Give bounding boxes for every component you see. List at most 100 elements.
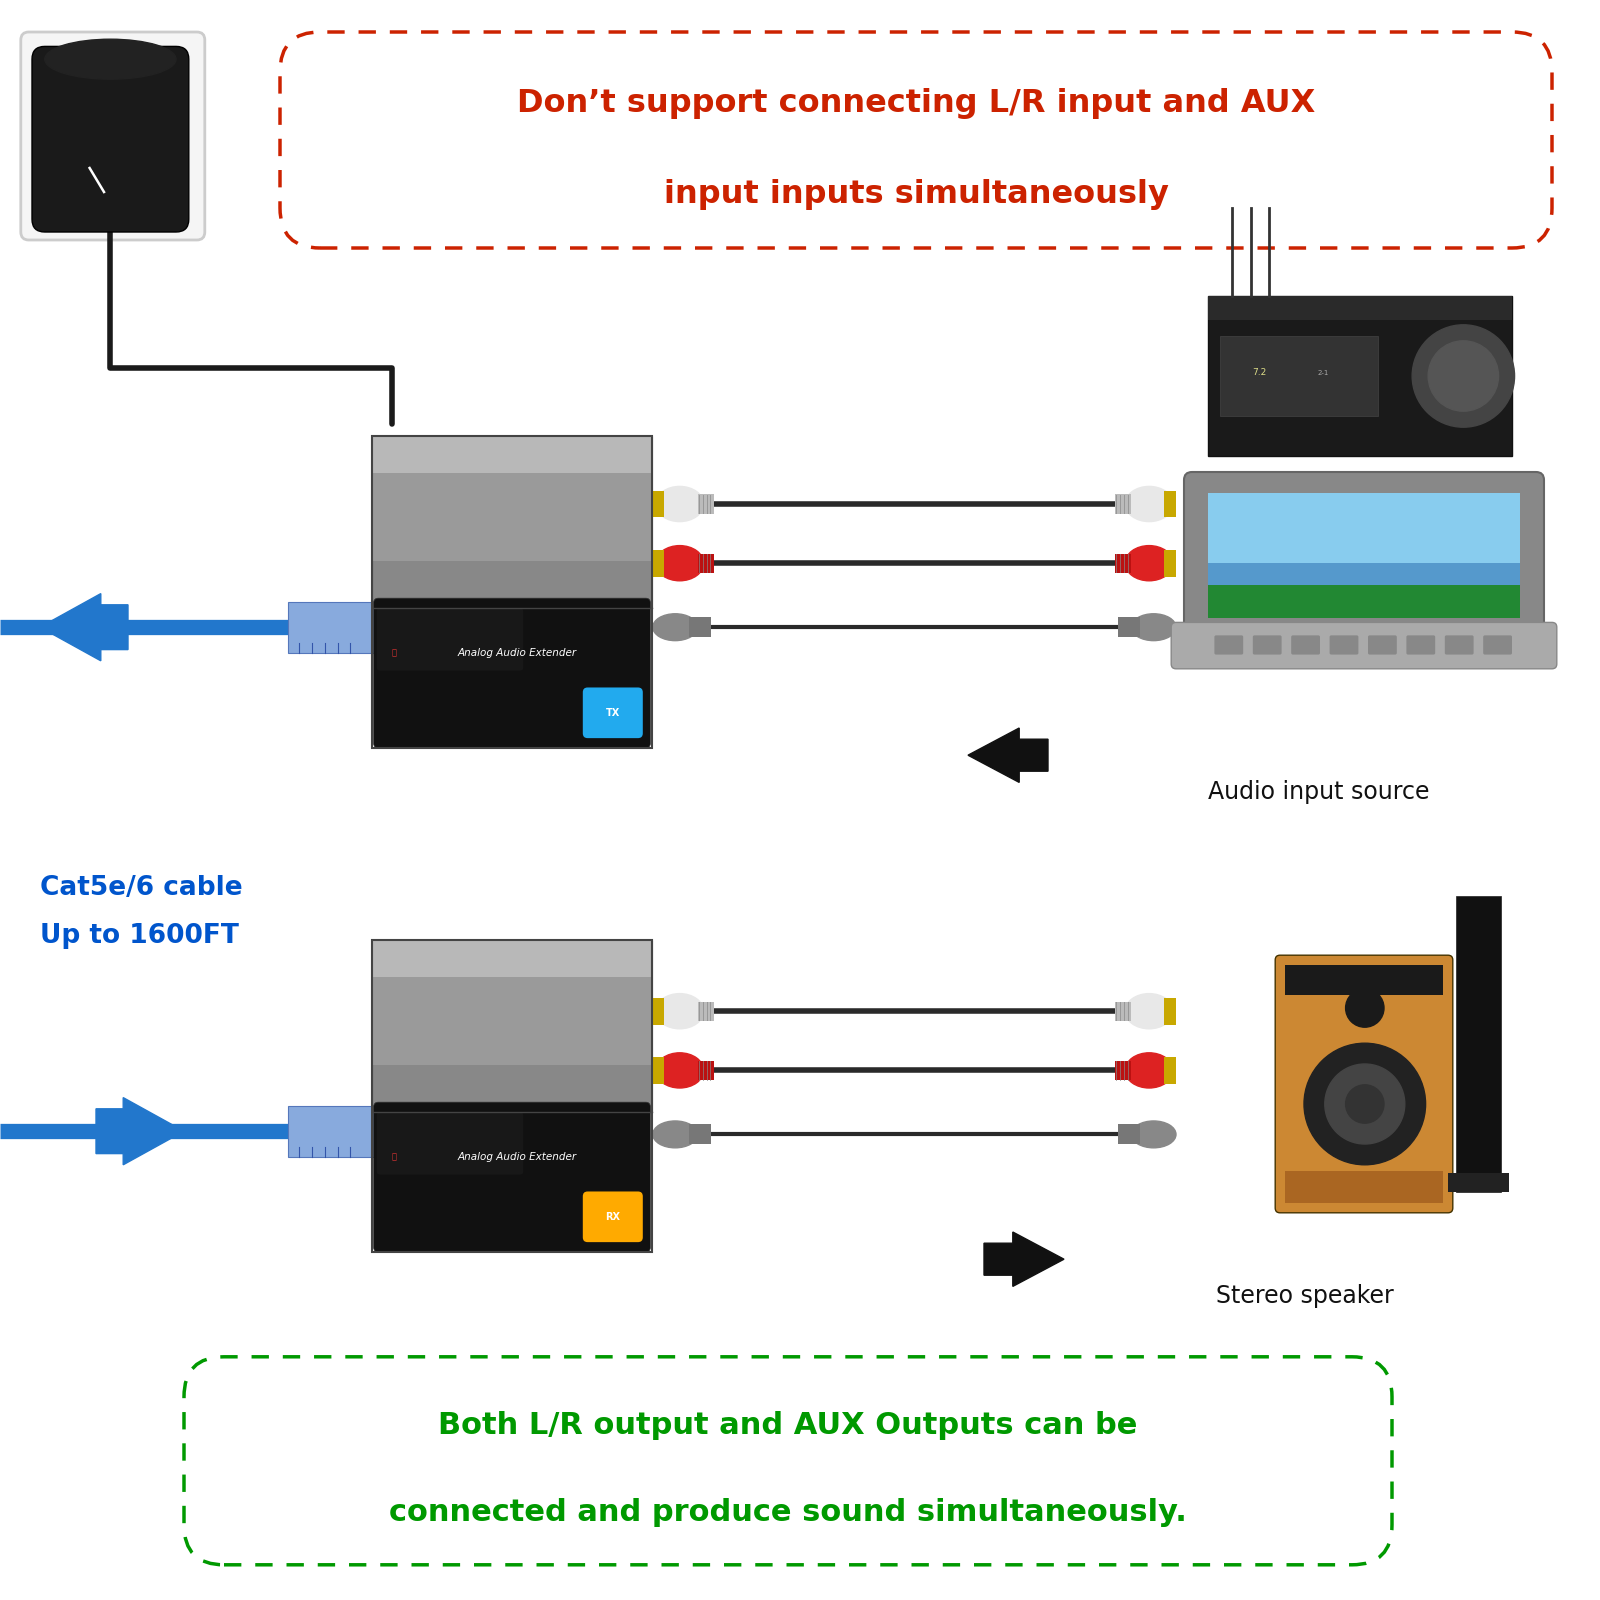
FancyBboxPatch shape <box>1253 595 1282 614</box>
FancyBboxPatch shape <box>653 998 664 1024</box>
Text: Both L/R output and AUX Outputs can be: Both L/R output and AUX Outputs can be <box>438 1411 1138 1440</box>
FancyBboxPatch shape <box>1445 595 1474 614</box>
FancyBboxPatch shape <box>688 1125 710 1144</box>
Ellipse shape <box>656 1053 704 1088</box>
FancyBboxPatch shape <box>1368 635 1397 654</box>
Circle shape <box>1429 341 1499 411</box>
FancyBboxPatch shape <box>582 688 643 738</box>
FancyBboxPatch shape <box>371 435 653 560</box>
FancyBboxPatch shape <box>378 608 523 670</box>
FancyBboxPatch shape <box>1184 472 1544 638</box>
FancyBboxPatch shape <box>184 1357 1392 1565</box>
FancyBboxPatch shape <box>371 939 653 978</box>
FancyBboxPatch shape <box>374 598 650 749</box>
Circle shape <box>1346 1085 1384 1123</box>
FancyBboxPatch shape <box>371 435 653 608</box>
FancyBboxPatch shape <box>698 1002 714 1021</box>
FancyBboxPatch shape <box>288 602 376 653</box>
FancyBboxPatch shape <box>1115 1002 1131 1021</box>
Ellipse shape <box>1131 1122 1176 1147</box>
FancyBboxPatch shape <box>21 32 205 240</box>
FancyBboxPatch shape <box>1285 965 1443 995</box>
FancyBboxPatch shape <box>288 1106 376 1157</box>
FancyBboxPatch shape <box>1456 896 1501 1192</box>
FancyBboxPatch shape <box>374 1102 650 1251</box>
FancyBboxPatch shape <box>1208 493 1520 618</box>
FancyBboxPatch shape <box>1165 998 1176 1024</box>
FancyBboxPatch shape <box>32 46 189 232</box>
Ellipse shape <box>1125 994 1173 1029</box>
Text: TX: TX <box>606 707 619 718</box>
Ellipse shape <box>1125 546 1173 581</box>
FancyBboxPatch shape <box>698 1061 714 1080</box>
FancyBboxPatch shape <box>1165 1058 1176 1083</box>
Text: connected and produce sound simultaneously.: connected and produce sound simultaneous… <box>389 1498 1187 1528</box>
FancyBboxPatch shape <box>1165 491 1176 517</box>
FancyBboxPatch shape <box>1208 296 1512 456</box>
FancyBboxPatch shape <box>1253 635 1282 654</box>
FancyBboxPatch shape <box>582 1192 643 1242</box>
Ellipse shape <box>656 546 704 581</box>
FancyBboxPatch shape <box>653 550 664 576</box>
Circle shape <box>1346 989 1384 1027</box>
Text: Don’t support connecting L/R input and AUX: Don’t support connecting L/R input and A… <box>517 88 1315 118</box>
Ellipse shape <box>1125 486 1173 522</box>
FancyBboxPatch shape <box>698 494 714 514</box>
Ellipse shape <box>653 1122 698 1147</box>
FancyBboxPatch shape <box>653 491 664 517</box>
Text: ⏻: ⏻ <box>392 1152 397 1162</box>
FancyBboxPatch shape <box>1165 550 1176 576</box>
Text: Analog Audio Extender: Analog Audio Extender <box>458 1152 578 1162</box>
FancyBboxPatch shape <box>371 939 653 1066</box>
FancyBboxPatch shape <box>1368 595 1397 614</box>
Text: 7.2: 7.2 <box>1253 368 1267 378</box>
FancyBboxPatch shape <box>1406 635 1435 654</box>
Text: Analog Audio Extender: Analog Audio Extender <box>458 648 578 658</box>
Circle shape <box>1413 325 1515 427</box>
FancyBboxPatch shape <box>1115 1061 1131 1080</box>
FancyBboxPatch shape <box>1115 554 1131 573</box>
FancyBboxPatch shape <box>653 1058 664 1083</box>
FancyBboxPatch shape <box>280 32 1552 248</box>
FancyBboxPatch shape <box>371 437 653 474</box>
FancyBboxPatch shape <box>1448 1173 1509 1192</box>
FancyBboxPatch shape <box>688 618 710 637</box>
FancyBboxPatch shape <box>1406 595 1435 614</box>
FancyBboxPatch shape <box>698 554 714 573</box>
FancyBboxPatch shape <box>1291 595 1320 614</box>
FancyBboxPatch shape <box>1483 595 1512 614</box>
FancyBboxPatch shape <box>1208 586 1520 618</box>
FancyBboxPatch shape <box>1208 296 1512 320</box>
Ellipse shape <box>45 38 176 78</box>
FancyBboxPatch shape <box>1285 1171 1443 1203</box>
FancyBboxPatch shape <box>1445 635 1474 654</box>
Ellipse shape <box>653 614 698 640</box>
FancyBboxPatch shape <box>1330 595 1358 614</box>
Ellipse shape <box>1131 614 1176 640</box>
Ellipse shape <box>656 486 704 522</box>
Text: Audio input source: Audio input source <box>1208 781 1429 803</box>
FancyBboxPatch shape <box>1115 494 1131 514</box>
Text: input inputs simultaneously: input inputs simultaneously <box>664 179 1168 210</box>
FancyBboxPatch shape <box>1275 955 1453 1213</box>
FancyBboxPatch shape <box>378 1112 523 1174</box>
Text: Stereo speaker: Stereo speaker <box>1216 1283 1394 1309</box>
FancyBboxPatch shape <box>1208 493 1520 563</box>
FancyBboxPatch shape <box>1291 635 1320 654</box>
FancyBboxPatch shape <box>1118 618 1141 637</box>
FancyBboxPatch shape <box>1214 595 1243 614</box>
Text: ⏻: ⏻ <box>392 648 397 658</box>
Text: 2-1: 2-1 <box>1318 370 1330 376</box>
FancyArrow shape <box>96 1098 184 1165</box>
FancyBboxPatch shape <box>1483 635 1512 654</box>
FancyBboxPatch shape <box>1214 635 1243 654</box>
FancyBboxPatch shape <box>1171 622 1557 669</box>
Text: Up to 1600FT: Up to 1600FT <box>40 923 238 949</box>
FancyArrow shape <box>968 728 1048 782</box>
Ellipse shape <box>1125 1053 1173 1088</box>
Text: RX: RX <box>605 1211 621 1222</box>
FancyBboxPatch shape <box>371 939 653 1112</box>
Text: Cat5e/6 cable: Cat5e/6 cable <box>40 875 243 901</box>
FancyArrow shape <box>40 594 128 661</box>
FancyBboxPatch shape <box>1118 1125 1141 1144</box>
